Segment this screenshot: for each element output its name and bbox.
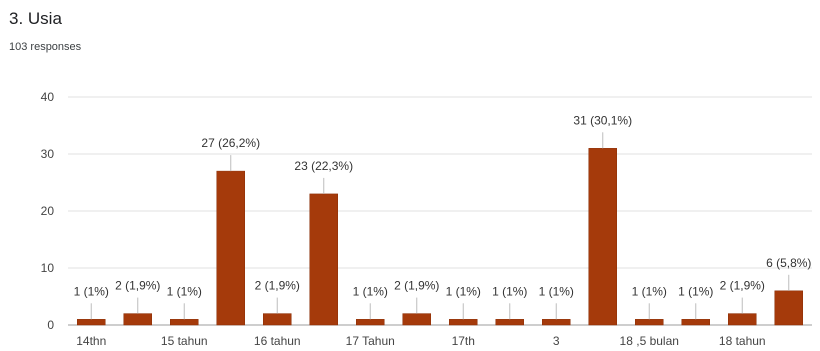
bar	[542, 319, 571, 326]
data-label: 1 (1%)	[74, 284, 109, 298]
y-tick-label: 10	[41, 261, 55, 275]
data-label: 1 (1%)	[167, 284, 202, 298]
data-label: 23 (22,3%)	[294, 159, 353, 173]
data-label: 2 (1,9%)	[255, 279, 300, 293]
data-label: 1 (1%)	[353, 284, 388, 298]
data-label: 6 (5,8%)	[766, 256, 811, 270]
bar	[263, 313, 292, 326]
question-title: 3. Usia	[9, 9, 62, 28]
data-label: 1 (1%)	[539, 284, 574, 298]
data-label: 2 (1,9%)	[394, 279, 439, 293]
bar	[728, 313, 757, 326]
bar	[588, 148, 617, 326]
bar	[681, 319, 710, 326]
x-tick-label: 17th	[452, 334, 475, 348]
y-tick-label: 30	[41, 147, 55, 161]
bar	[495, 319, 524, 326]
x-tick-label: 16 tahun	[254, 334, 301, 348]
bar	[170, 319, 199, 326]
bar	[356, 319, 385, 326]
response-count: 103 responses	[9, 41, 82, 53]
x-tick-label: 14thn	[76, 334, 106, 348]
y-tick-label: 20	[41, 204, 55, 218]
bar	[216, 170, 245, 326]
data-label: 2 (1,9%)	[115, 279, 160, 293]
data-label: 1 (1%)	[492, 284, 527, 298]
x-tick-label: 17 Tahun	[346, 334, 395, 348]
x-tick-label: 18 tahun	[719, 334, 766, 348]
y-tick-label: 0	[47, 318, 54, 332]
bar	[309, 193, 338, 326]
bar	[77, 319, 106, 326]
bar	[402, 313, 431, 326]
x-tick-label: 15 tahun	[161, 334, 208, 348]
y-tick-label: 40	[41, 90, 55, 104]
bar	[123, 313, 152, 326]
x-tick-label: 18 ,5 bulan	[620, 334, 679, 348]
x-tick-label: 3	[553, 334, 560, 348]
bar	[774, 290, 803, 326]
data-label: 31 (30,1%)	[573, 113, 632, 127]
bar	[449, 319, 478, 326]
data-label: 1 (1%)	[446, 284, 481, 298]
data-label: 1 (1%)	[678, 284, 713, 298]
bar	[635, 319, 664, 326]
data-label: 2 (1,9%)	[720, 279, 765, 293]
data-label: 27 (26,2%)	[201, 136, 260, 150]
data-label: 1 (1%)	[632, 284, 667, 298]
